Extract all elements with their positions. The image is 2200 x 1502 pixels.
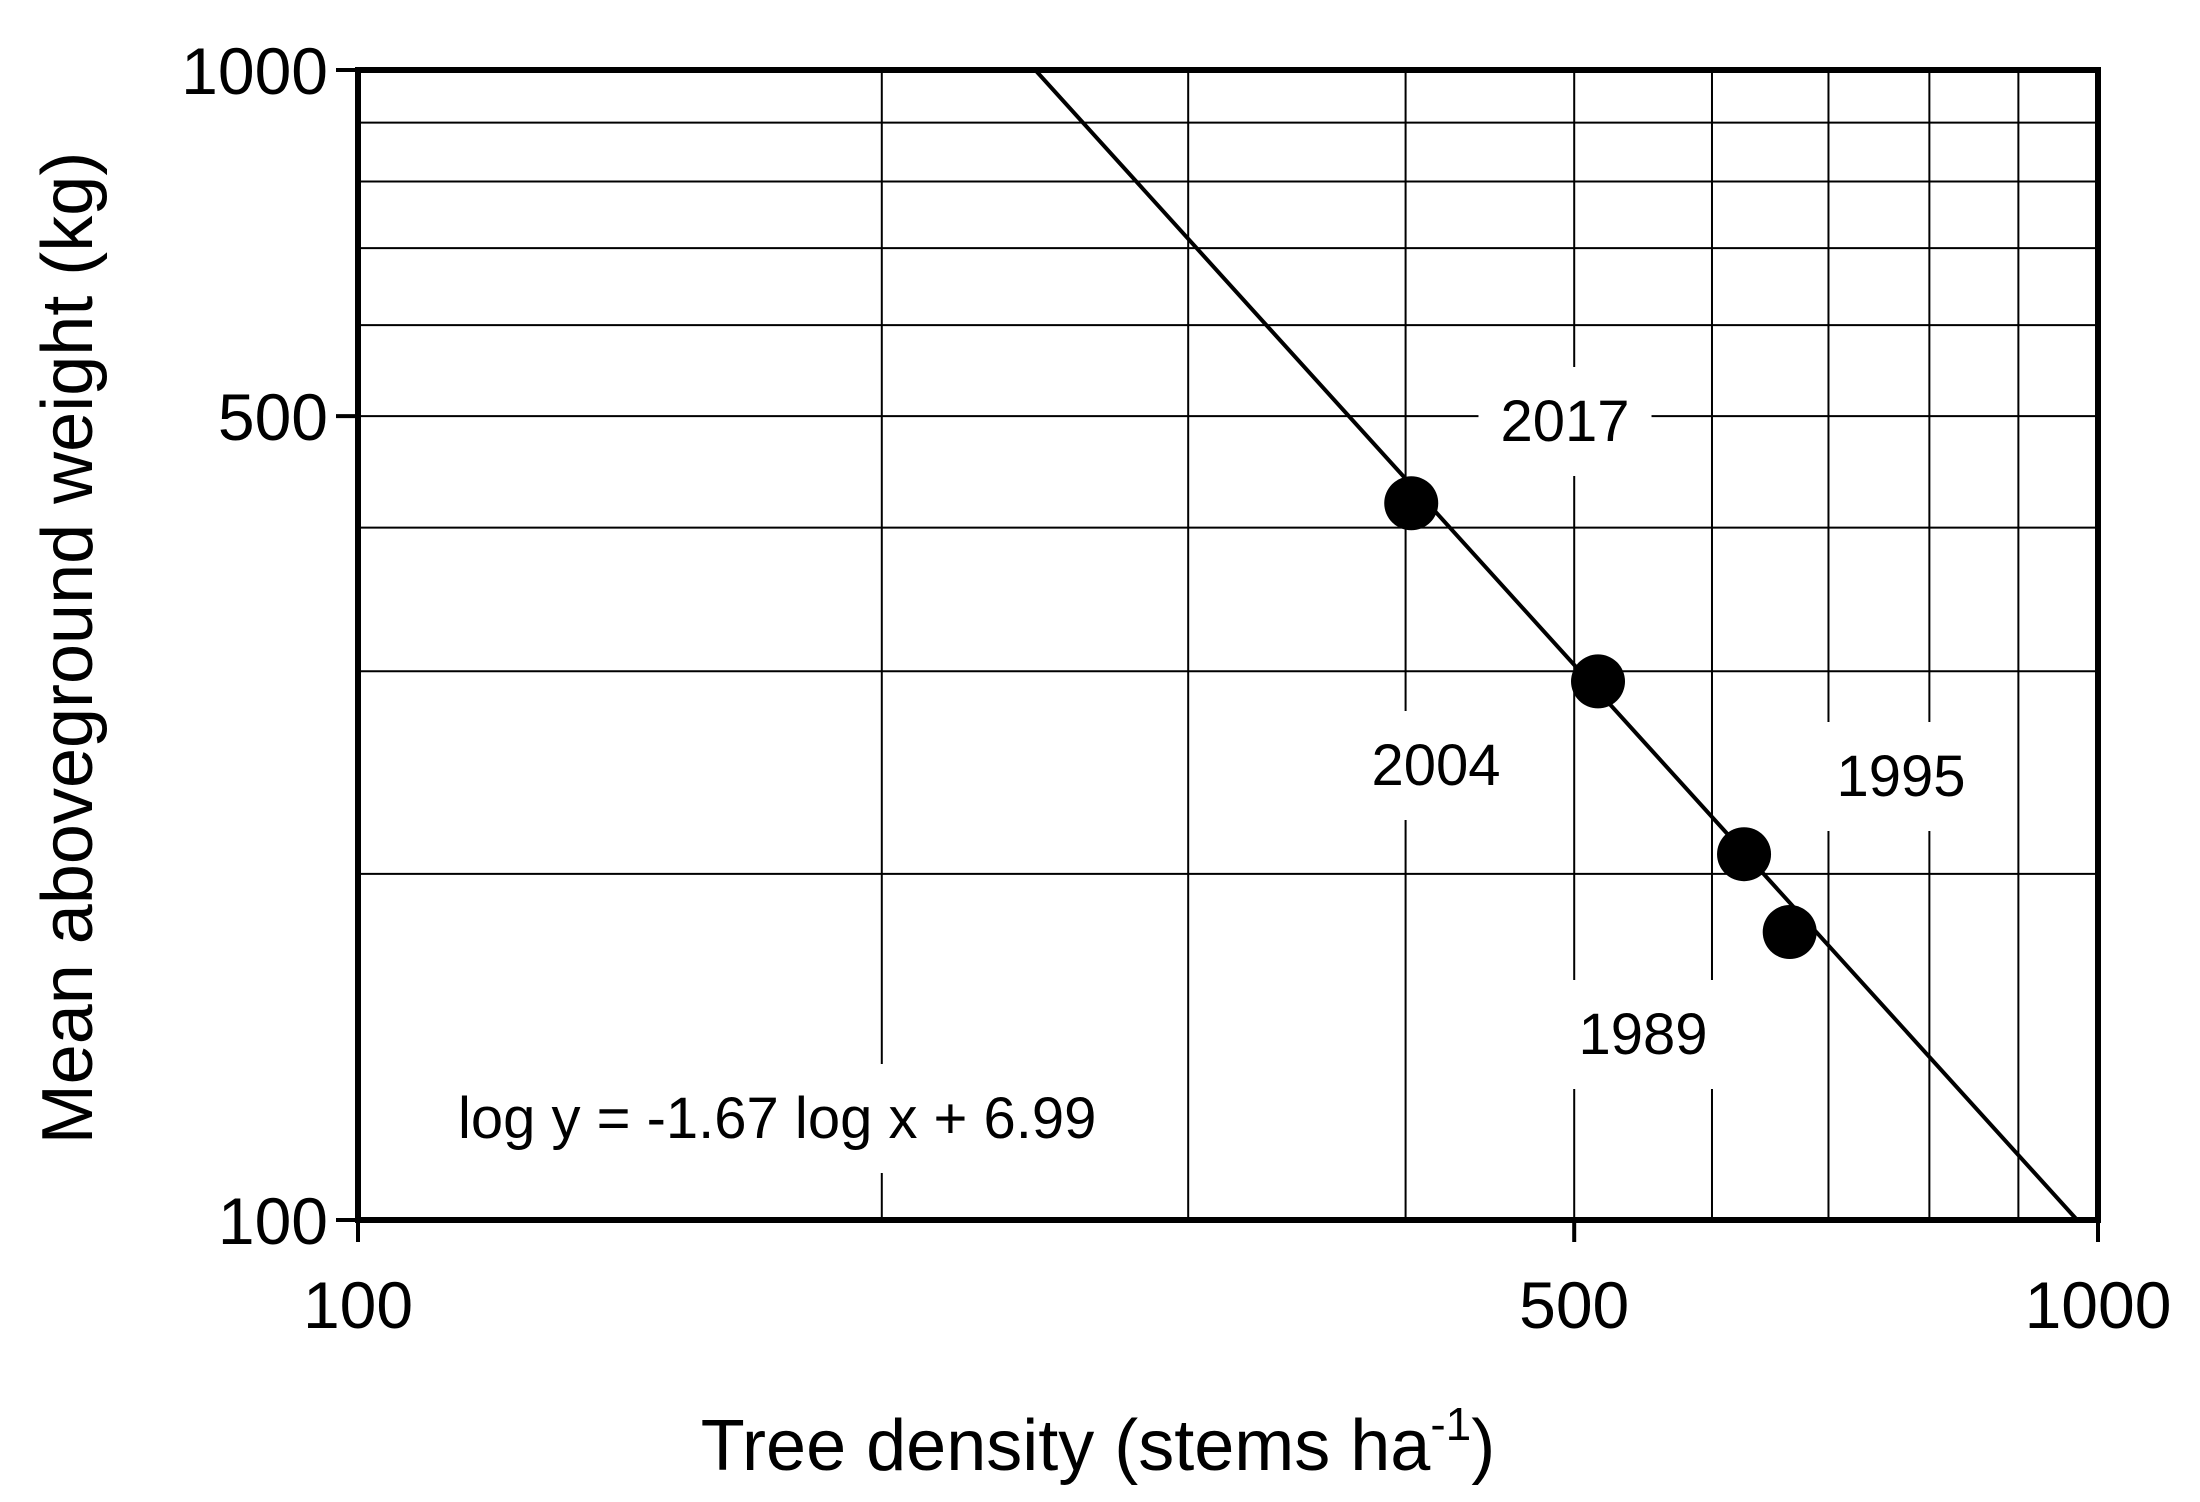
point-label-1989: 1989 (1578, 1002, 1707, 1067)
y-axis-title: Mean aboveground weight (kg) (28, 152, 108, 1145)
label-background (1478, 367, 1652, 476)
data-point-1989 (1762, 905, 1817, 960)
label-background (436, 1064, 1119, 1173)
data-point-2004 (1571, 654, 1626, 709)
label-backgrounds (436, 367, 1988, 1173)
x-tick-label: 100 (303, 1268, 413, 1342)
point-label-2017: 2017 (1500, 389, 1629, 454)
x-axis-title: Tree density (stems ha-1) (701, 1398, 1496, 1486)
x-axis-title-main: Tree density (stems ha (701, 1406, 1432, 1486)
data-point-2017 (1384, 476, 1439, 531)
data-points (1384, 476, 1817, 960)
y-tick-label: 1000 (181, 34, 328, 108)
x-tick-label: 500 (1519, 1268, 1629, 1342)
label-background (1556, 980, 1730, 1089)
fit-line-group (1033, 68, 2079, 1222)
axis-ticks: 100 500 1000 100 500 1000 (181, 34, 2171, 1342)
point-label-1995: 1995 (1836, 744, 1965, 809)
data-point-1995 (1717, 827, 1772, 882)
gridlines (358, 70, 2098, 1220)
x-axis-title-superscript: -1 (1430, 1398, 1471, 1450)
point-label-2004: 2004 (1371, 733, 1500, 798)
plot-frame (355, 67, 2101, 1223)
y-tick-label: 500 (218, 380, 328, 454)
plot-border (355, 67, 2101, 1223)
fit-equation: log y = -1.67 log x + 6.99 (458, 1086, 1096, 1151)
y-tick-label: 100 (218, 1184, 328, 1258)
label-background (1349, 711, 1523, 820)
label-background (1814, 722, 1988, 831)
x-tick-label: 1000 (2025, 1268, 2172, 1342)
x-axis-title-close: ) (1471, 1406, 1495, 1486)
fit-line (1033, 68, 2079, 1222)
